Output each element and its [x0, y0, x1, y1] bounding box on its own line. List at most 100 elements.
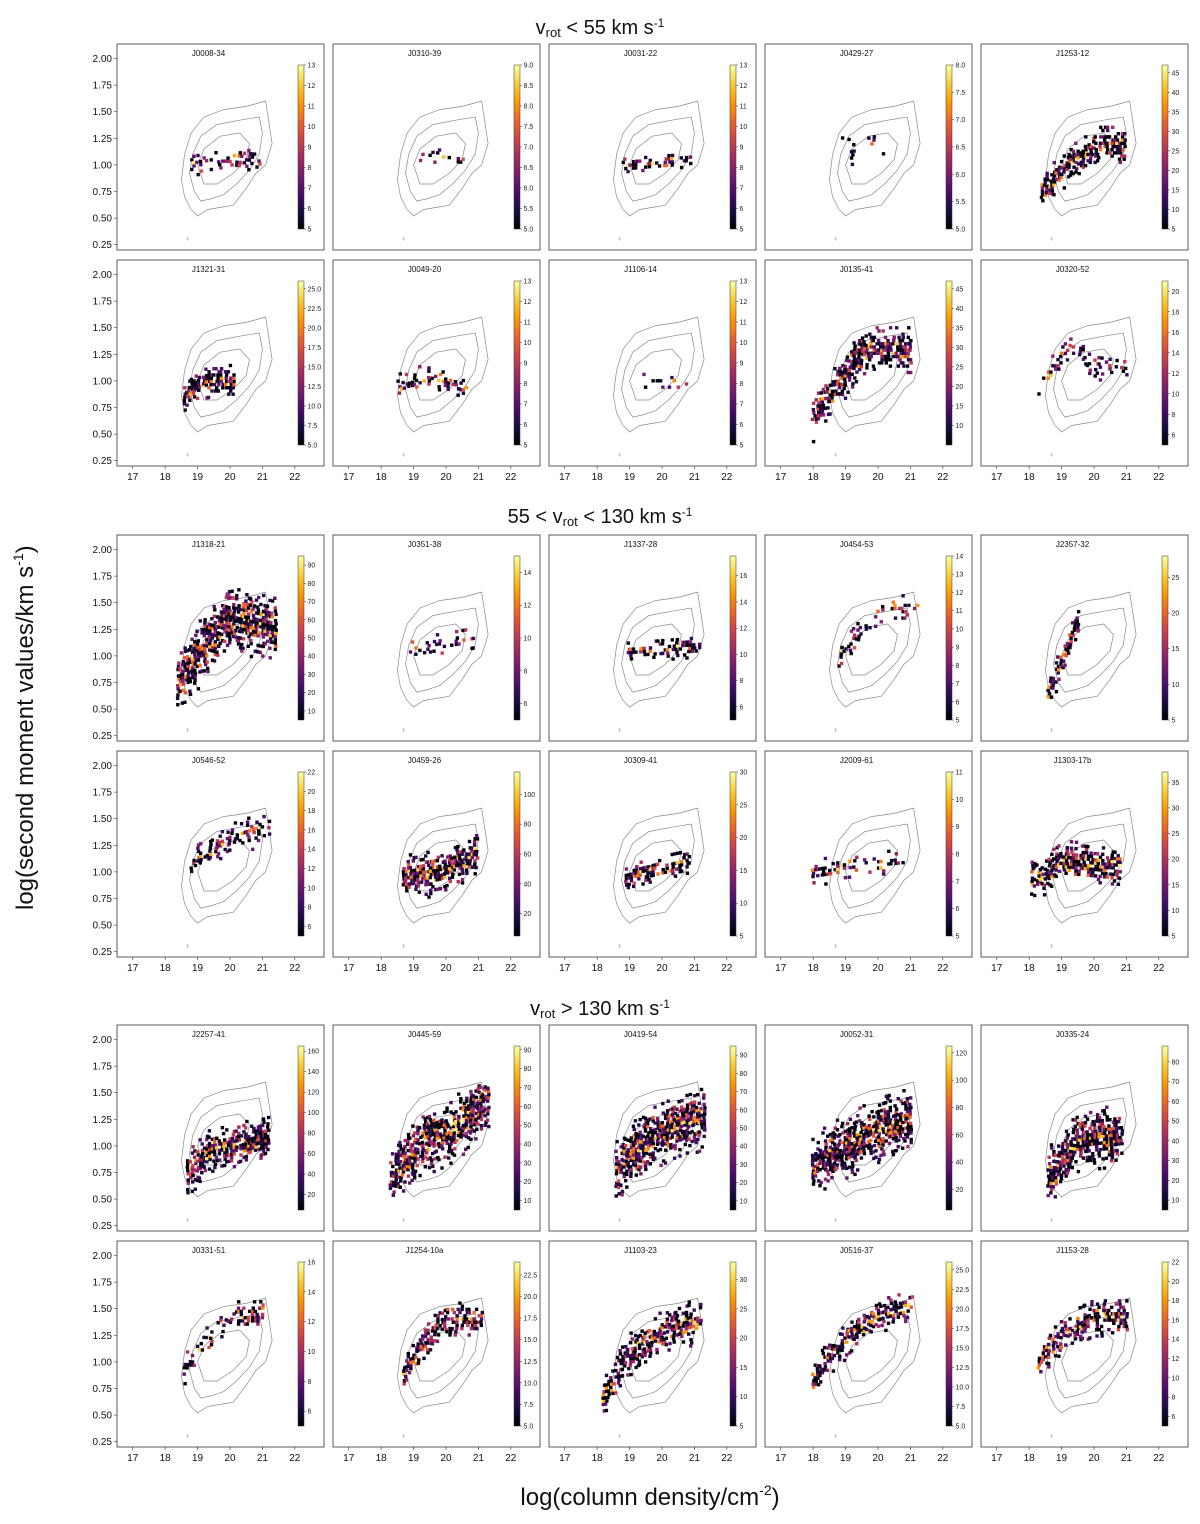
data-bin — [433, 160, 437, 164]
data-bin — [1107, 1143, 1111, 1147]
data-bin — [258, 1306, 262, 1310]
data-bin — [661, 1111, 665, 1115]
data-bin — [1117, 1119, 1121, 1124]
data-bin — [860, 352, 865, 356]
data-bin — [1058, 1151, 1063, 1155]
data-bin — [438, 1119, 442, 1123]
data-bin — [481, 1099, 485, 1104]
data-bin — [263, 632, 268, 637]
data-bin — [254, 836, 258, 840]
data-bin — [874, 615, 878, 619]
contour-line — [829, 316, 921, 433]
x-tick-label: 19 — [840, 472, 852, 483]
data-bin — [677, 1119, 681, 1123]
data-bin — [427, 1114, 432, 1119]
y-tick-label: 1.25 — [93, 134, 113, 145]
data-bin — [260, 1312, 265, 1317]
data-bin — [855, 364, 859, 368]
data-bin — [208, 1157, 212, 1162]
colorbar-tick-label: 20 — [308, 690, 316, 697]
data-bin — [1111, 872, 1115, 876]
data-bin — [257, 832, 261, 836]
data-bin — [186, 1187, 190, 1192]
data-bin — [853, 1172, 857, 1177]
colorbar-tick-label: 12 — [524, 299, 532, 306]
data-bin — [460, 852, 464, 856]
data-bin — [482, 1109, 486, 1113]
contour-line — [1053, 607, 1127, 693]
data-bin — [675, 1113, 680, 1118]
data-bin — [214, 367, 218, 371]
data-bin — [1052, 193, 1056, 197]
data-bin — [687, 649, 691, 654]
data-bin — [854, 868, 859, 872]
colorbar-tick-label: 40 — [524, 881, 532, 888]
data-bin — [1104, 1156, 1109, 1160]
data-bin — [424, 1149, 428, 1153]
data-bin — [1057, 1169, 1061, 1174]
data-bin — [876, 342, 881, 346]
data-bin — [236, 1322, 241, 1326]
data-bin — [828, 1168, 833, 1172]
data-bin — [850, 1145, 854, 1149]
data-bin — [274, 622, 278, 626]
data-bin — [433, 1157, 437, 1161]
data-bin — [867, 1114, 871, 1118]
data-bin — [1057, 367, 1061, 371]
data-bin — [840, 863, 844, 867]
data-bin — [670, 160, 675, 164]
data-bin — [1097, 356, 1101, 360]
data-bin — [1101, 1157, 1105, 1161]
data-bin — [251, 847, 255, 851]
data-bin — [196, 382, 201, 386]
y-tick-label: 1.25 — [93, 1331, 113, 1342]
data-bin — [877, 1119, 881, 1123]
data-bin — [881, 152, 886, 156]
data-bin — [426, 1116, 430, 1120]
data-bin — [223, 159, 228, 163]
data-bin — [239, 607, 243, 612]
data-bin — [408, 1165, 412, 1169]
data-bin — [229, 627, 233, 632]
data-bin — [898, 342, 903, 346]
data-bin — [437, 1126, 441, 1130]
data-bin — [694, 1118, 699, 1122]
colorbar-tick-label: 12 — [956, 590, 964, 597]
data-bin — [1083, 1143, 1088, 1147]
colorbar-tick-label: 8 — [308, 165, 312, 172]
data-bin — [670, 153, 675, 158]
data-bin — [235, 836, 239, 840]
data-bin — [457, 1121, 461, 1125]
data-bin — [864, 627, 868, 631]
data-bin — [239, 1143, 243, 1148]
data-bin — [464, 855, 469, 859]
data-bin — [405, 382, 409, 386]
data-bin — [219, 1319, 223, 1323]
data-bin — [201, 375, 206, 379]
data-bin — [435, 1120, 440, 1125]
colorbar-tick-label: 25 — [1172, 831, 1180, 838]
data-bin — [830, 399, 835, 403]
data-bin — [893, 616, 898, 620]
data-bin — [884, 354, 888, 359]
data-bin — [389, 1161, 393, 1165]
data-bin — [646, 1134, 650, 1138]
panel-title: J0331-51 — [192, 1246, 226, 1255]
data-bin — [1099, 868, 1103, 872]
data-bin — [419, 880, 424, 884]
contour-line — [397, 316, 489, 433]
data-bin — [830, 1140, 835, 1145]
data-bin — [244, 830, 249, 834]
data-bin — [448, 854, 452, 858]
data-bin — [884, 1117, 888, 1121]
data-bin — [615, 1140, 619, 1144]
data-bin — [267, 819, 272, 824]
data-bin — [197, 651, 202, 655]
colorbar-tick-label: 80 — [524, 822, 532, 829]
data-bin — [688, 640, 692, 644]
data-bin — [875, 1120, 879, 1124]
data-bin — [670, 868, 675, 873]
data-bin — [1079, 1154, 1083, 1158]
data-bin — [1051, 1178, 1055, 1183]
